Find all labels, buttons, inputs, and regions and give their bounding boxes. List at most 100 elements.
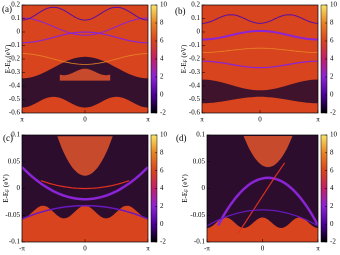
colorbar-tick-label: 4: [160, 184, 164, 192]
colorbar-tick-label: 4: [330, 184, 334, 192]
heatmap-region: [207, 135, 318, 229]
y-tick-label: -0.3: [189, 68, 201, 76]
heatmap: [202, 5, 318, 113]
colorbar-tick-label: 2: [330, 73, 334, 81]
colorbar-tick-label: 6: [160, 37, 164, 45]
colorbar-tick-label: 8: [330, 148, 334, 156]
heatmap-band: [22, 53, 148, 65]
x-tick-label: -π: [204, 245, 210, 253]
heatmap-band: [237, 162, 286, 234]
colorbar-tick-label: 0: [330, 220, 334, 228]
heatmap-band: [202, 14, 318, 24]
colorbar-tick-label: -2: [330, 109, 336, 117]
y-tick-label: -0.2: [189, 55, 201, 63]
x-tick-label: 0: [261, 245, 265, 253]
x-tick-label: π: [316, 245, 320, 253]
y-axis-label-sub: F: [6, 189, 11, 192]
y-axis-label-unit: (eV): [181, 174, 189, 187]
heatmap-band: [40, 180, 130, 190]
y-axis-label-main: E-E: [181, 192, 189, 203]
heatmap-band: [22, 31, 148, 44]
x-tick-label: 0: [258, 116, 262, 124]
x-tick-label: -π: [19, 245, 25, 253]
x-tick-label: π: [200, 116, 204, 124]
heatmap-band: [202, 47, 318, 53]
heatmap-band: [202, 29, 318, 41]
x-tick-label: π: [316, 116, 320, 124]
colorbar-tick-label: 8: [160, 148, 164, 156]
heatmap-band: [22, 17, 148, 36]
y-tick-label: -0.4: [189, 82, 201, 90]
y-tick-label: -0.05: [5, 211, 20, 219]
heatmap-region: [22, 135, 148, 219]
y-tick-label: -0.1: [9, 238, 21, 246]
colorbar-tick-label: 8: [330, 19, 334, 27]
y-tick-label: 0.1: [11, 14, 20, 22]
y-tick-label: 0.2: [191, 1, 200, 9]
heatmap-band: [202, 60, 318, 69]
y-tick-label: 0: [202, 184, 206, 192]
panel-label: (b): [175, 6, 186, 16]
y-axis-label-sub: F: [185, 189, 190, 192]
colorbar-tick-label: -2: [160, 109, 166, 117]
heatmap-band: [216, 176, 318, 227]
y-axis-label-unit: (eV): [180, 44, 188, 57]
colorbar-tick-label: -2: [330, 238, 336, 246]
y-tick-label: -0.05: [190, 211, 205, 219]
colorbar-tick-label: 2: [330, 202, 334, 210]
y-tick-label: 0.2: [11, 1, 20, 9]
heatmap-band: [22, 6, 148, 21]
x-tick-label: π: [146, 245, 150, 253]
heatmap: [207, 135, 318, 242]
y-tick-label: -0.6: [9, 109, 21, 117]
y-tick-label: 0: [17, 28, 21, 36]
panel-label: (d): [176, 133, 187, 143]
panel-label: (c): [3, 133, 13, 143]
y-tick-label: -0.3: [9, 68, 21, 76]
y-tick-label: -0.2: [9, 55, 21, 63]
y-tick-label: -0.1: [194, 238, 206, 246]
heatmap-region: [243, 136, 293, 168]
x-tick-label: π: [146, 116, 150, 124]
colorbar-tick-label: 6: [160, 166, 164, 174]
colorbar-tick-label: 2: [160, 202, 164, 210]
heatmap: [22, 135, 148, 242]
panel: 0.1 0.05 0 -0.05 -0.1-π 0 π E-EF (eV) (d) -2 0 2 4 6 8 1…: [176, 131, 338, 253]
heatmap-region: [59, 68, 111, 81]
y-axis-label-unit: (eV): [2, 174, 10, 187]
panel: 0.1 0.05 0 -0.05 -0.1-π 0 π E-EF (eV) (c) -2 0 2 4 6 8 1…: [2, 131, 168, 253]
heatmap: [22, 5, 148, 113]
y-tick-label: 0: [197, 28, 201, 36]
panel: 0.20.10-0.1-0.2-0.3-0.4-0.5-0.6π 0 πE-EF(e…: [175, 1, 338, 124]
heatmap-band: [207, 209, 318, 227]
y-tick-label: -0.4: [9, 82, 21, 90]
colorbar-tick-label: 10: [160, 1, 168, 9]
x-tick-label: π: [20, 116, 24, 124]
colorbar-tick-label: 10: [160, 131, 168, 139]
colorbar-tick-label: 6: [330, 166, 334, 174]
y-axis-label-unit: (eV): [4, 44, 12, 57]
heatmap-region: [57, 136, 113, 176]
y-axis-label-sub: F: [184, 59, 189, 62]
y-axis-label: E-EF (eV): [180, 44, 190, 73]
y-tick-label: 0: [17, 184, 21, 192]
colorbar-tick-label: 4: [330, 55, 334, 63]
x-tick-label: 0: [83, 245, 87, 253]
colorbar-tick-label: 2: [160, 73, 164, 81]
heatmap-band: [22, 166, 148, 201]
heatmap-region: [22, 56, 148, 108]
y-tick-label: -0.5: [189, 95, 201, 103]
y-axis-label: E-EF (eV): [181, 174, 191, 203]
colorbar-tick-label: 0: [160, 91, 164, 99]
colorbar-tick-label: 10: [330, 131, 338, 139]
panel: 0.20.10-0.1-0.2-0.3-0.4-0.5-0.6π 0 πE-EF(e…: [2, 1, 168, 124]
panel-label: (a): [2, 4, 12, 14]
colorbar-tick-label: 6: [330, 37, 334, 45]
y-axis-label-main: E-E: [2, 192, 10, 203]
y-axis-label: E-EF (eV): [2, 174, 12, 203]
heatmap-region: [202, 79, 318, 104]
y-tick-label: 0.1: [191, 14, 200, 22]
y-tick-label: 0.1: [196, 131, 205, 139]
colorbar-tick-label: -2: [160, 238, 166, 246]
